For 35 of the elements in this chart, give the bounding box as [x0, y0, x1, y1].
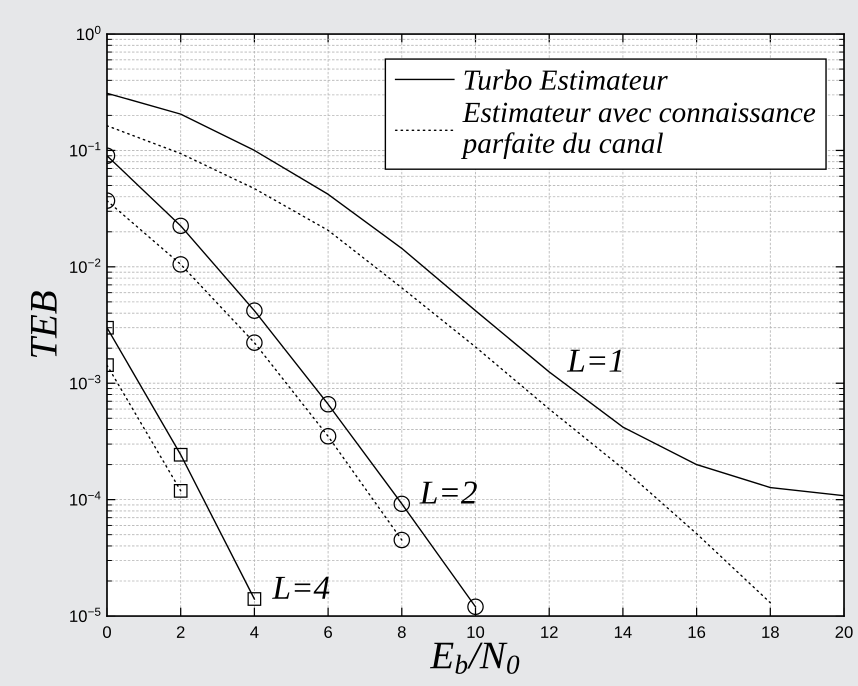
- point: [246, 334, 263, 351]
- point: [248, 592, 262, 606]
- x-tick-label: 14: [614, 626, 632, 638]
- x-tick-label: 18: [762, 626, 779, 638]
- annotation: L=2: [419, 481, 477, 504]
- x-tick-label: 2: [176, 626, 184, 638]
- y-tick-label: 10$^{−2}$: [70, 258, 100, 274]
- y-tick-label: 10$^{−5}$: [70, 608, 100, 622]
- y-tick-label: 10$^{−4}$: [70, 491, 101, 506]
- point: [246, 302, 263, 319]
- point: [320, 396, 336, 412]
- y-tick-label: 10$^{−1}$: [70, 142, 100, 156]
- x-tick-label: 4: [250, 626, 259, 638]
- x-tick-label: 16: [688, 626, 706, 638]
- point: [467, 598, 484, 616]
- x-tick-label: 20: [836, 626, 853, 638]
- point: [320, 428, 336, 445]
- y-axis-title: TEB: [31, 291, 57, 358]
- point: [394, 496, 410, 512]
- x-tick-label: 10: [468, 626, 484, 638]
- x-tick-label: 6: [324, 626, 332, 638]
- legend-label: Turbo Estimateur: [464, 69, 668, 90]
- point: [172, 218, 189, 234]
- point: [172, 256, 189, 273]
- y-tick-label: 10$^{0}$: [77, 26, 100, 40]
- x-tick-label: 0: [103, 626, 111, 638]
- x-tick-label: 12: [541, 626, 558, 638]
- x-tick-label: 8: [398, 626, 406, 638]
- annotation: L=4: [272, 576, 330, 599]
- annotation: L=1: [566, 350, 622, 372]
- legend-label: Estimateur avec connaissance parfaite du canal: [460, 102, 816, 160]
- point: [394, 532, 410, 548]
- y-tick-label: 10$^{−3}$: [70, 374, 100, 390]
- point: [174, 448, 188, 462]
- x-axis-title: E$_{b}$/N$_{0}$: [430, 642, 520, 674]
